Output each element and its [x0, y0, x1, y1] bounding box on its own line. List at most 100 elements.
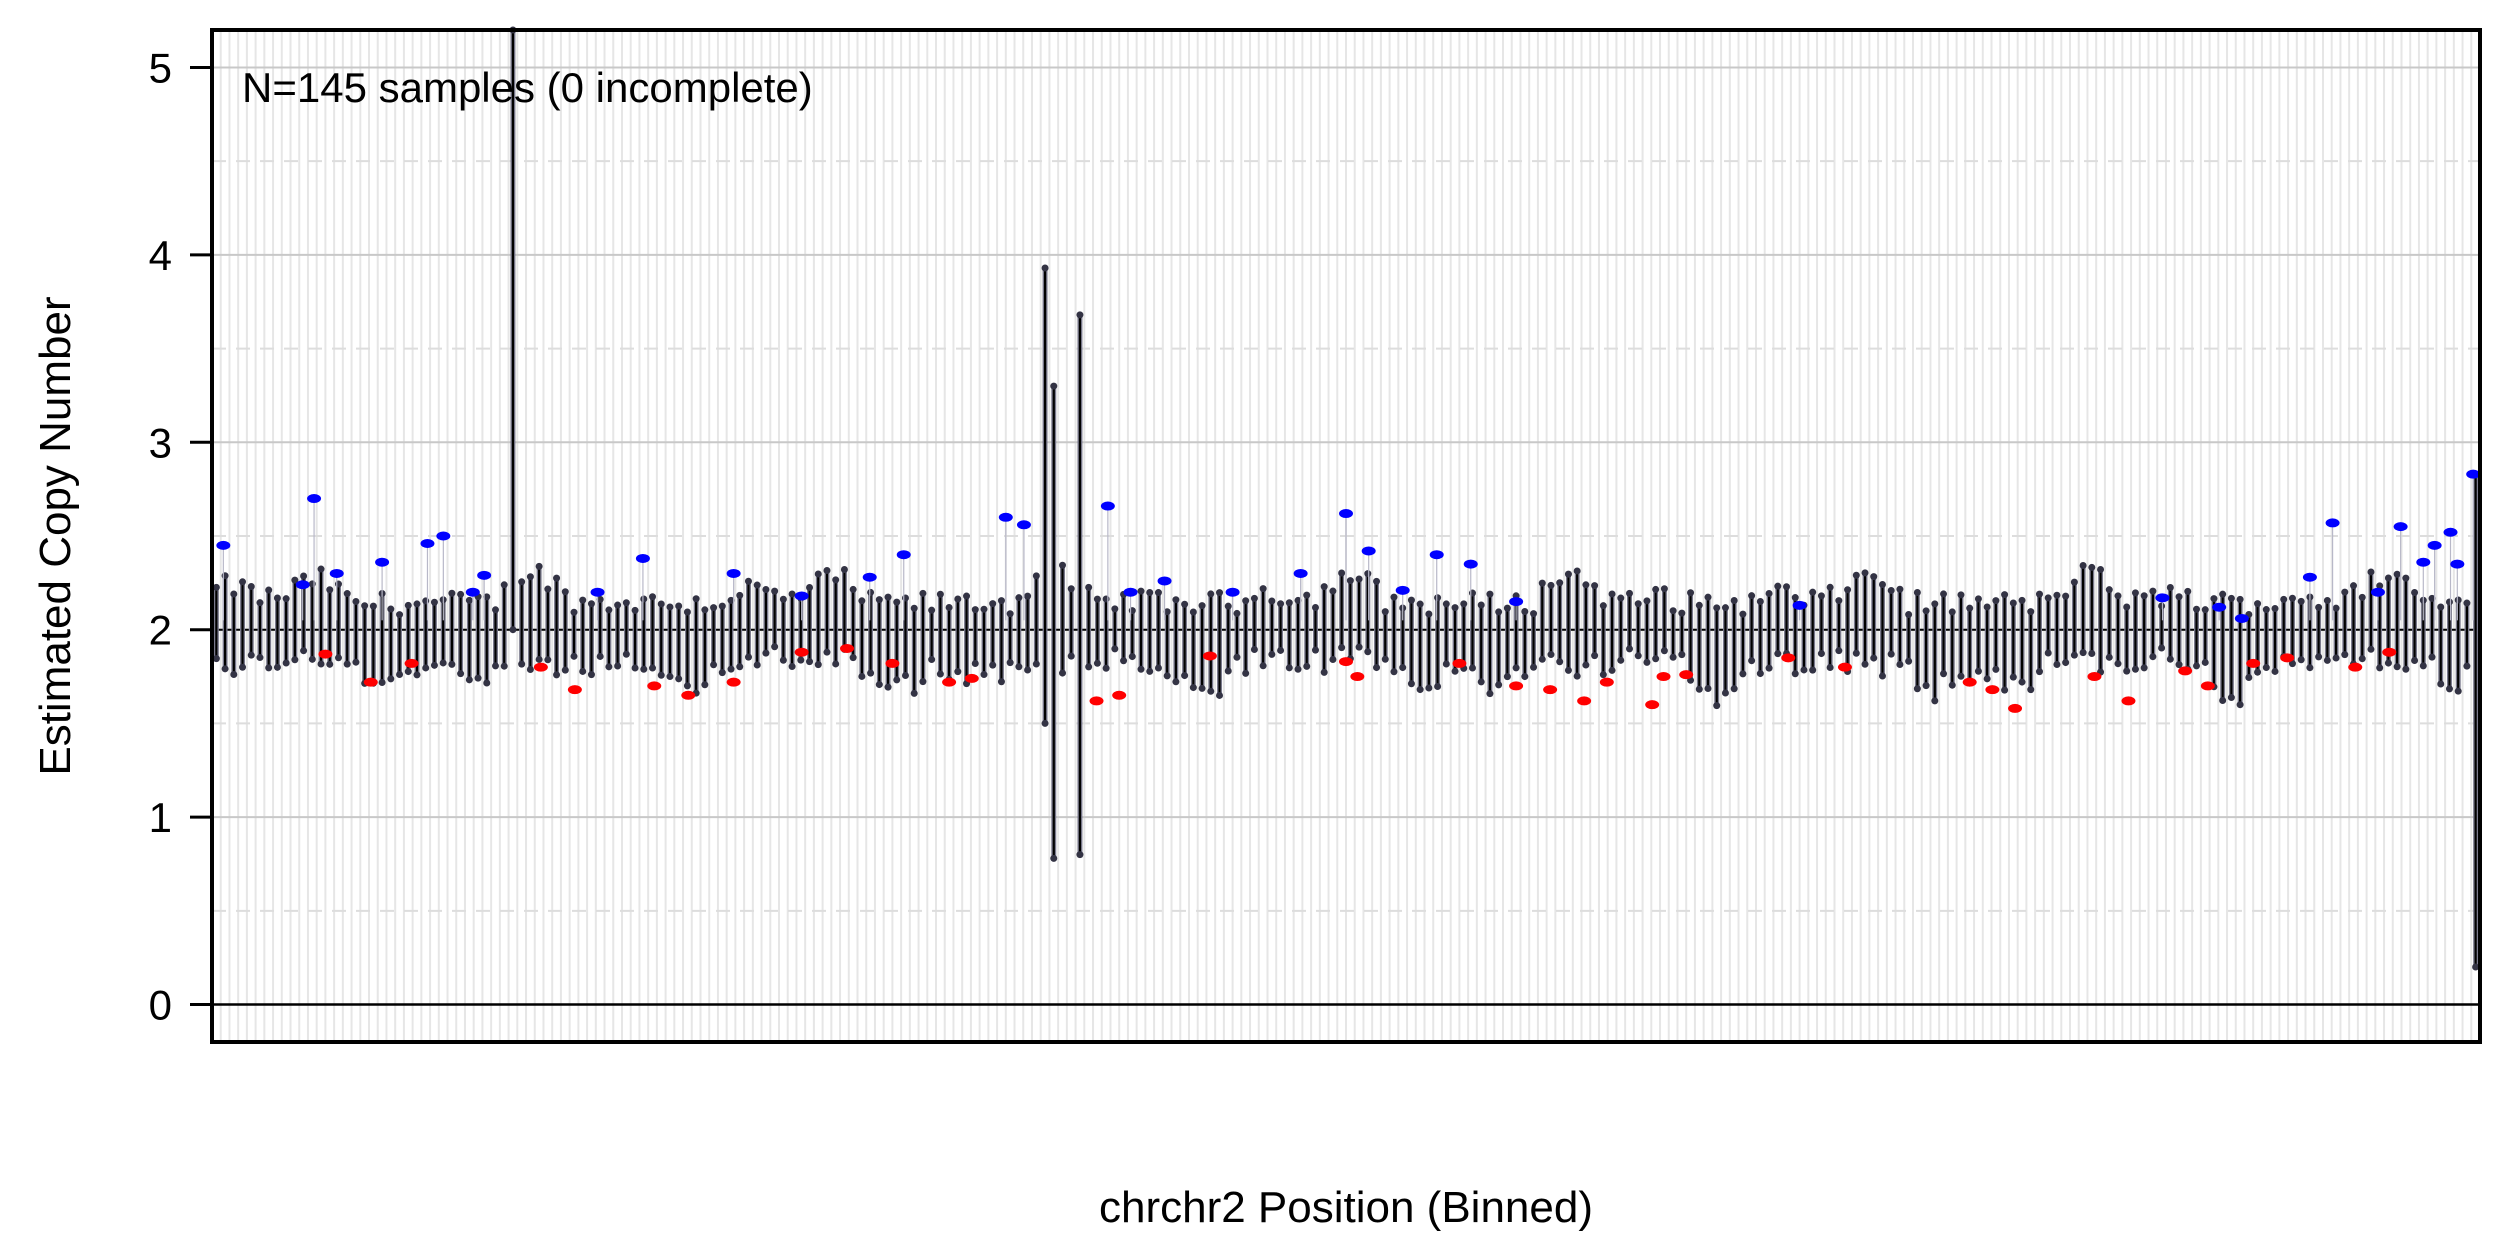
bin-min-point: [1756, 670, 1764, 678]
loss-point: [1089, 696, 1104, 706]
y-tick-label: 5: [149, 44, 172, 91]
bin-max-point: [1730, 597, 1738, 605]
bin-max-point: [1643, 597, 1651, 605]
bin-max-point: [806, 583, 814, 591]
bin-min-point: [1250, 645, 1258, 653]
bin-min-point: [544, 656, 552, 664]
gain-point: [1429, 550, 1444, 560]
bin-min-point: [1809, 666, 1817, 674]
bin-min-point: [404, 668, 412, 676]
bin-max-point: [1207, 590, 1215, 598]
bin-min-point: [614, 662, 622, 670]
bin-min-point: [387, 675, 395, 683]
bin-max-point: [2437, 603, 2445, 611]
bin-max-point: [971, 606, 979, 614]
loss-point: [1599, 677, 1614, 687]
bin-min-point: [849, 654, 857, 662]
bin-max-point: [736, 591, 744, 599]
bin-max-point: [518, 578, 526, 586]
bin-min-point: [1599, 671, 1607, 679]
bin-max-point: [1085, 583, 1093, 591]
bin-min-point: [1495, 681, 1503, 689]
bin-max-point: [753, 581, 761, 589]
bin-min-point: [1416, 686, 1424, 694]
gain-point: [1123, 587, 1138, 597]
bin-min-point: [1259, 662, 1267, 670]
bin-max-point: [1783, 583, 1791, 591]
bin-max-point: [762, 586, 770, 594]
bin-min-point: [326, 660, 334, 668]
loss-point: [1781, 653, 1796, 663]
bin-min-point: [396, 671, 404, 679]
bin-max-point: [2271, 605, 2279, 613]
bin-max-point: [1678, 609, 1686, 617]
loss-point: [2382, 647, 2397, 657]
outlier-points: [216, 469, 2481, 713]
bin-min-point: [2419, 662, 2427, 670]
bin-min-point: [230, 670, 238, 678]
bin-min-point: [2411, 656, 2419, 664]
bin-max-point: [1434, 594, 1442, 602]
bin-min-point: [1285, 664, 1293, 672]
bin-min-point: [2219, 697, 2227, 705]
bin-min-point: [814, 661, 822, 669]
bin-max-point: [1032, 572, 1040, 580]
bin-max-point: [2131, 589, 2139, 597]
bin-min-point: [2114, 660, 2122, 668]
bin-min-point: [797, 656, 805, 664]
bin-min-point: [1050, 854, 1058, 862]
bin-max-point: [387, 605, 395, 613]
bin-min-point: [1870, 654, 1878, 662]
bin-max-point: [1146, 588, 1154, 596]
bin-min-point: [2166, 655, 2174, 663]
bin-max-point: [2097, 565, 2105, 573]
bin-max-point: [1495, 608, 1503, 616]
bin-min-point: [1268, 650, 1276, 658]
bin-max-point: [2288, 594, 2296, 602]
bin-max-point: [596, 595, 604, 603]
bin-max-point: [2149, 587, 2157, 595]
bin-max-point: [710, 604, 718, 612]
bin-min-point: [1355, 643, 1363, 651]
bin-min-point: [1573, 672, 1581, 680]
bin-min-point: [1216, 691, 1224, 699]
bin-max-point: [2350, 582, 2358, 590]
bin-min-point: [1791, 670, 1799, 678]
bin-min-point: [465, 676, 473, 684]
gain-point: [2427, 540, 2442, 550]
bin-max-point: [936, 590, 944, 598]
bin-max-point: [1791, 594, 1799, 602]
bin-max-point: [579, 596, 587, 604]
loss-point: [1543, 685, 1558, 695]
bin-max-point: [823, 566, 831, 574]
bin-min-point: [282, 659, 290, 667]
bin-max-point: [1957, 591, 1965, 599]
bin-min-point: [2262, 664, 2270, 672]
bin-min-point: [1992, 665, 2000, 673]
bin-max-point: [701, 606, 709, 614]
bin-max-point: [1346, 577, 1354, 585]
bin-max-point: [1172, 596, 1180, 604]
bin-min-point: [518, 660, 526, 668]
bin-min-point: [291, 656, 299, 664]
gain-point: [2302, 572, 2317, 582]
y-tick-label: 2: [149, 607, 172, 654]
bin-max-point: [1983, 603, 1991, 611]
plot-frame: [210, 28, 2482, 1044]
bin-min-point: [1399, 664, 1407, 672]
bin-max-point: [858, 597, 866, 605]
bin-max-point: [1407, 596, 1415, 604]
gain-point: [2450, 559, 2465, 569]
gain-point: [477, 570, 492, 580]
bin-max-point: [2297, 597, 2305, 605]
bin-min-point: [1434, 683, 1442, 691]
bin-max-point: [361, 602, 369, 610]
bin-max-point: [1277, 600, 1285, 608]
bin-max-point: [343, 590, 351, 598]
gain-point: [726, 568, 741, 578]
bin-min-point: [1303, 662, 1311, 670]
bin-max-point: [1870, 573, 1878, 581]
bin-max-point: [1878, 580, 1886, 588]
bin-max-point: [2070, 578, 2078, 586]
